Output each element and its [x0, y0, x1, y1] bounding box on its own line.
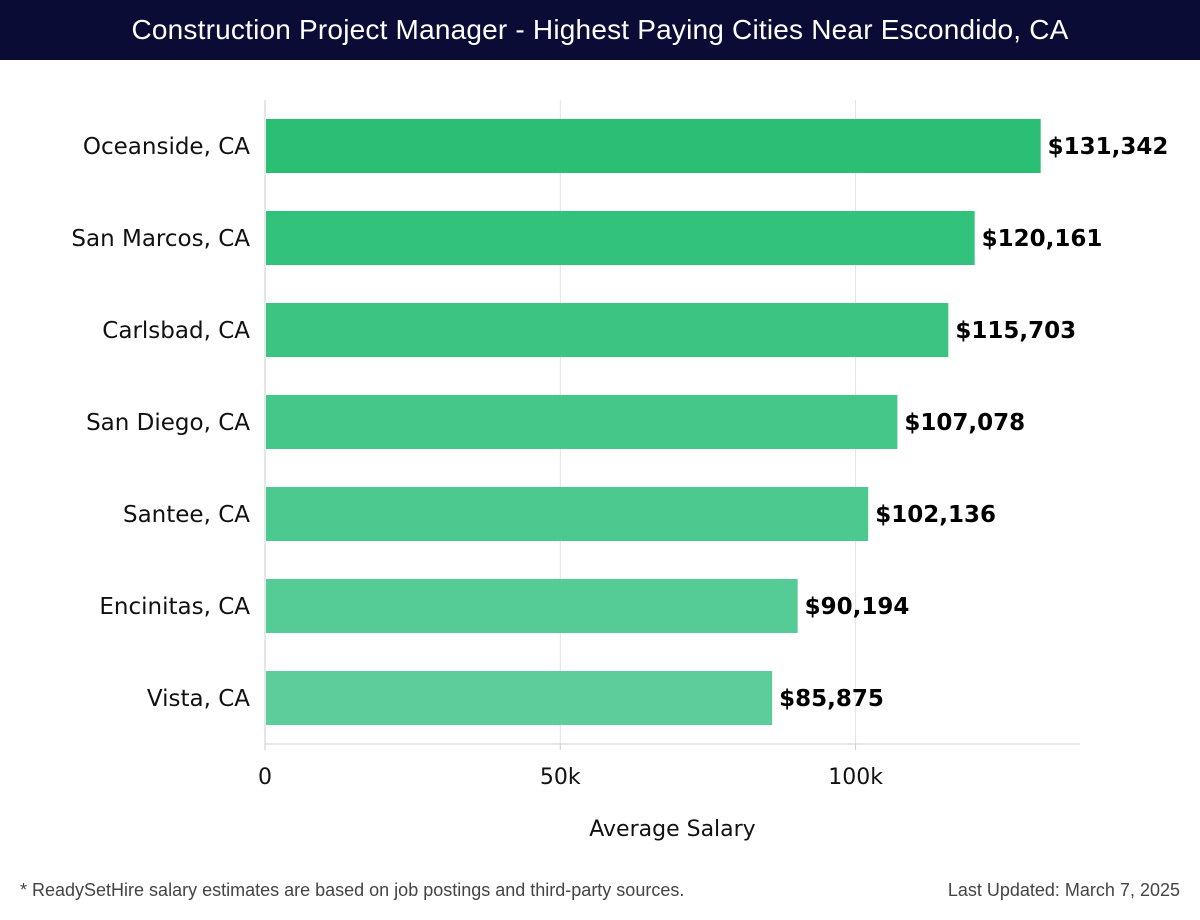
data-label: $85,875	[779, 686, 884, 712]
bar	[266, 395, 898, 449]
data-label: $102,136	[875, 502, 996, 528]
bar	[266, 579, 798, 633]
bar	[266, 211, 975, 265]
chart-title: Construction Project Manager - Highest P…	[0, 0, 1200, 60]
x-tick-label: 50k	[540, 765, 581, 790]
category-label: Carlsbad, CA	[102, 318, 250, 344]
x-tick-label: 100k	[828, 765, 883, 790]
footer-note: * ReadySetHire salary estimates are base…	[20, 880, 685, 900]
data-label: $131,342	[1048, 134, 1169, 160]
bar	[266, 303, 949, 357]
data-label: $90,194	[805, 594, 910, 620]
category-label: San Marcos, CA	[71, 226, 250, 252]
data-label: $115,703	[955, 318, 1076, 344]
bar-chart: 0 50k 100k Average Salary Oceanside, CA $131,…	[71, 100, 1169, 842]
bar	[266, 119, 1041, 173]
category-label: Oceanside, CA	[83, 134, 250, 160]
category-label: Encinitas, CA	[99, 594, 250, 620]
bar	[266, 671, 773, 725]
category-label: San Diego, CA	[86, 410, 250, 436]
category-label: Vista, CA	[147, 686, 250, 712]
data-label: $107,078	[904, 410, 1025, 436]
x-axis-title: Average Salary	[589, 817, 755, 842]
data-label: $120,161	[982, 226, 1103, 252]
x-tick-label: 0	[258, 765, 272, 790]
bar	[266, 487, 869, 541]
last-updated: Last Updated: March 7, 2025	[947, 880, 1180, 900]
category-label: Santee, CA	[123, 502, 250, 528]
